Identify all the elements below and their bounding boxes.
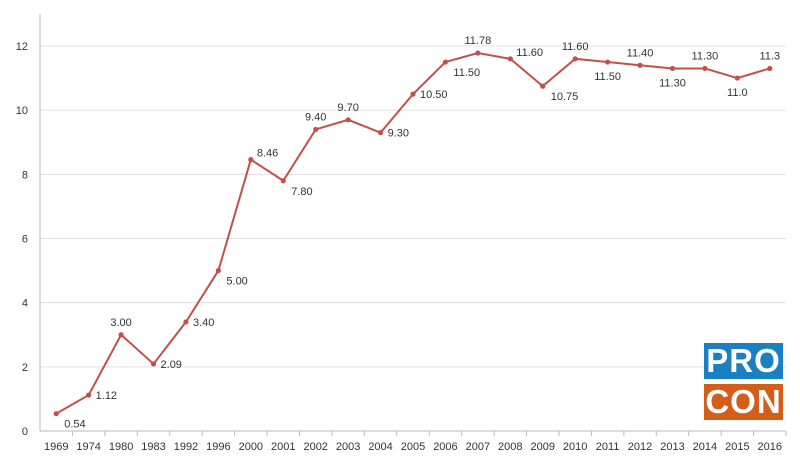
x-tick-label: 1969: [44, 441, 68, 453]
x-tick-label: 2016: [758, 441, 782, 453]
data-label: 10.50: [420, 89, 448, 101]
data-point: [53, 411, 59, 417]
data-label: 11.60: [516, 47, 543, 59]
x-tick-label: 2007: [466, 441, 490, 453]
data-point: [377, 130, 384, 136]
x-tick-label: 2008: [498, 441, 522, 453]
data-point: [669, 65, 676, 72]
data-point: [248, 156, 254, 163]
data-point: [442, 59, 449, 65]
x-tick-label: 2002: [303, 441, 327, 453]
data-label: 9.30: [388, 128, 409, 140]
procon-logo-pro: PRO: [704, 343, 783, 379]
y-tick-label: 4: [22, 298, 28, 310]
x-tick-label: 2009: [530, 441, 554, 453]
data-point: [734, 75, 740, 81]
data-point: [475, 50, 481, 56]
data-label: 0.54: [64, 419, 85, 431]
data-label: 8.46: [257, 148, 278, 160]
data-point: [86, 392, 92, 398]
data-point: [540, 83, 546, 89]
x-tick-label: 2004: [368, 441, 392, 453]
data-label: 1.12: [96, 390, 117, 402]
data-point: [410, 91, 416, 97]
data-label: 9.40: [305, 111, 326, 123]
x-tick-label: 1980: [109, 441, 133, 453]
data-point: [280, 178, 286, 184]
data-label: 11.0: [727, 87, 748, 99]
data-point: [767, 65, 773, 72]
y-tick-label: 10: [16, 105, 28, 117]
x-tick-label: 1992: [174, 441, 198, 453]
data-point: [345, 117, 351, 123]
x-tick-label: 2006: [433, 441, 457, 453]
x-tick-label: 1996: [206, 441, 230, 453]
x-tick-label: 2001: [271, 441, 295, 453]
y-tick-label: 2: [22, 362, 28, 374]
x-tick-label: 2013: [660, 441, 684, 453]
x-tick-label: 2000: [239, 441, 263, 453]
data-label: 5.00: [226, 276, 247, 288]
data-label: 11.30: [659, 77, 686, 89]
data-point: [637, 62, 643, 68]
procon-logo-con: CON: [704, 383, 783, 420]
data-point: [702, 65, 708, 72]
y-tick-label: 8: [22, 169, 28, 181]
data-label: 2.09: [161, 359, 182, 371]
data-point: [183, 319, 189, 325]
data-point: [572, 56, 578, 62]
data-point: [313, 126, 319, 133]
y-tick-label: 6: [22, 234, 28, 246]
data-point: [150, 361, 157, 367]
data-point: [605, 59, 611, 65]
data-point: [118, 332, 124, 338]
x-tick-label: 2003: [336, 441, 360, 453]
data-label: 11.40: [627, 47, 654, 59]
data-label: 11.78: [465, 35, 492, 47]
x-tick-label: 2014: [693, 441, 717, 453]
x-tick-label: 2015: [725, 441, 749, 453]
x-tick-label: 2012: [628, 441, 652, 453]
data-label: 11.30: [692, 50, 719, 62]
x-tick-label: 2010: [563, 441, 587, 453]
data-point: [215, 267, 221, 274]
data-label: 7.80: [291, 186, 312, 198]
data-point: [507, 56, 513, 62]
x-tick-label: 2011: [596, 441, 620, 453]
data-label: 11.50: [453, 67, 480, 79]
data-label: 3.40: [193, 317, 214, 329]
y-tick-label: 0: [22, 426, 28, 438]
data-label: 11.3: [759, 50, 780, 62]
x-tick-label: 1983: [141, 441, 165, 453]
data-label: 10.75: [551, 91, 579, 103]
y-tick-label: 12: [16, 41, 28, 53]
data-label: 11.60: [562, 41, 589, 53]
data-label: 11.50: [594, 71, 621, 83]
data-label: 3.00: [110, 317, 131, 329]
data-label: 9.70: [337, 102, 358, 114]
x-tick-label: 2005: [401, 441, 425, 453]
x-tick-label: 1974: [76, 441, 100, 453]
